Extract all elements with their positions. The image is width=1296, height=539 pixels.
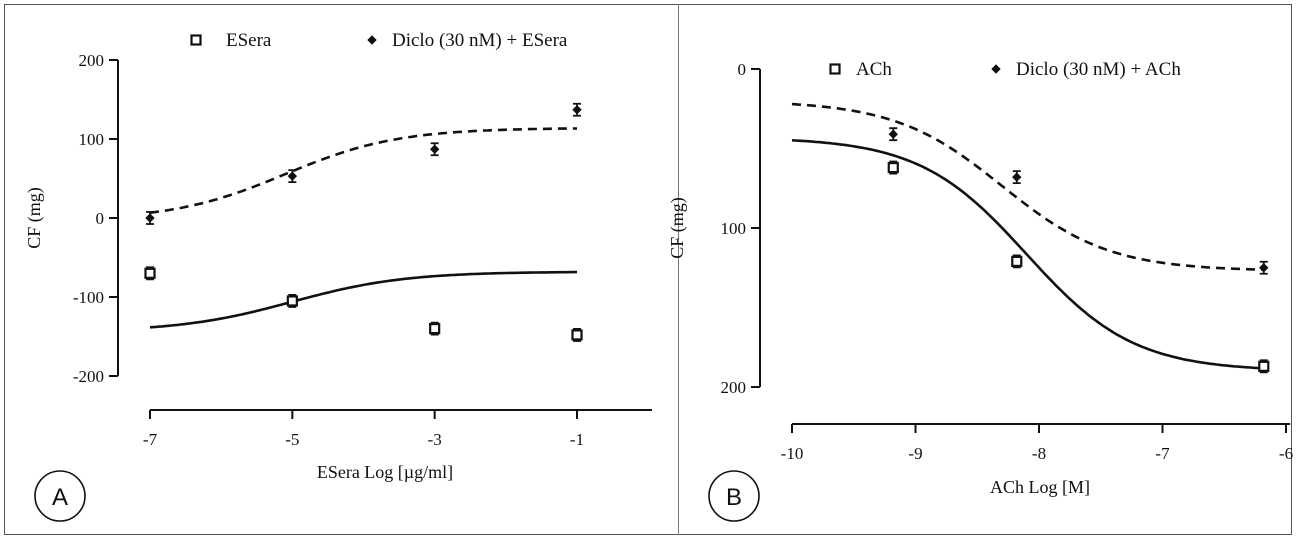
panel-b-y-tick-label: 0 bbox=[738, 60, 747, 79]
panel-b-series-0-point bbox=[1258, 360, 1270, 372]
panel-a-letter-circle bbox=[34, 470, 86, 522]
panel-b-x-tick-label: -7 bbox=[1155, 444, 1170, 463]
panel-a-series-0-point bbox=[429, 323, 441, 335]
panel-a-x-tick-label: -3 bbox=[428, 430, 442, 449]
figure-frame bbox=[4, 4, 1292, 535]
panel-a-series-0-fit-line bbox=[149, 270, 577, 329]
panel-b-series-1-fit-line bbox=[791, 102, 1264, 271]
panel-b-legend-marker-1 bbox=[991, 64, 1001, 74]
panel-b-series-1-point bbox=[888, 129, 898, 139]
panel-a-series-1-point bbox=[572, 105, 582, 115]
panel-a-y-tick-label: -100 bbox=[73, 288, 104, 307]
panel-b-x-tick-label: -10 bbox=[781, 444, 804, 463]
panel-b-letter: B bbox=[726, 484, 742, 511]
panel-b-series-0-point bbox=[887, 161, 899, 174]
panel-a-y-axis-title: CF (mg) bbox=[24, 187, 45, 249]
panel-b-series-0-fit-line bbox=[791, 139, 1264, 370]
panel-a-legend-marker-0 bbox=[190, 34, 202, 46]
panel-b-series-1-point bbox=[1259, 263, 1269, 273]
panel-b-letter-circle bbox=[708, 470, 760, 522]
panel-b-x-tick-label: -8 bbox=[1032, 444, 1046, 463]
panel-a-letter: A bbox=[52, 484, 68, 511]
panel-a-series-1-fit-line bbox=[149, 127, 577, 214]
panel-a-legend-label-1: Diclo (30 nM) + ESera bbox=[392, 30, 568, 51]
panel-b-y-tick-label: 200 bbox=[721, 378, 747, 397]
panel-divider bbox=[678, 4, 679, 535]
panel-b-legend-label-1: Diclo (30 nM) + ACh bbox=[1016, 59, 1181, 80]
panel-b-y-tick-label: 100 bbox=[721, 219, 747, 238]
panel-a-y-tick-label: 200 bbox=[79, 51, 105, 70]
panel-a-x-tick-label: -5 bbox=[285, 430, 299, 449]
panel-b-x-tick-label: -6 bbox=[1279, 444, 1293, 463]
panel-a-x-tick-label: -1 bbox=[570, 430, 584, 449]
panel-a-y-tick-label: -200 bbox=[73, 367, 104, 386]
panel-b-x-axis-title: ACh Log [M] bbox=[990, 477, 1090, 497]
panel-a-x-axis-title: ESera Log [µg/ml] bbox=[317, 462, 453, 482]
panel-b-series-0-point bbox=[1011, 255, 1023, 267]
panel-a-series-0-point bbox=[286, 295, 298, 307]
panel-a-legend-marker-1 bbox=[367, 35, 377, 45]
panel-b-legend-marker-0 bbox=[829, 63, 841, 75]
panel-a-series-1-point bbox=[429, 144, 440, 154]
panel-a-x-tick-label: -7 bbox=[143, 430, 158, 449]
panel-a-y-tick-label: 100 bbox=[79, 130, 105, 149]
panel-a-series-0-point bbox=[571, 329, 583, 341]
panel-b-y-axis-title: CF (mg) bbox=[667, 197, 688, 259]
panel-b-legend-label-0: ACh bbox=[856, 59, 892, 80]
panel-a-legend-label-0: ESera bbox=[226, 30, 272, 51]
panel-b-x-tick-label: -9 bbox=[908, 444, 922, 463]
panel-b-series-1-point bbox=[1012, 172, 1022, 182]
panel-a-series-1-point bbox=[287, 171, 298, 181]
panel-a-y-tick-label: 0 bbox=[96, 209, 105, 228]
panel-a-series-0-point bbox=[144, 267, 156, 279]
panel-a-series-1-point bbox=[145, 213, 155, 223]
